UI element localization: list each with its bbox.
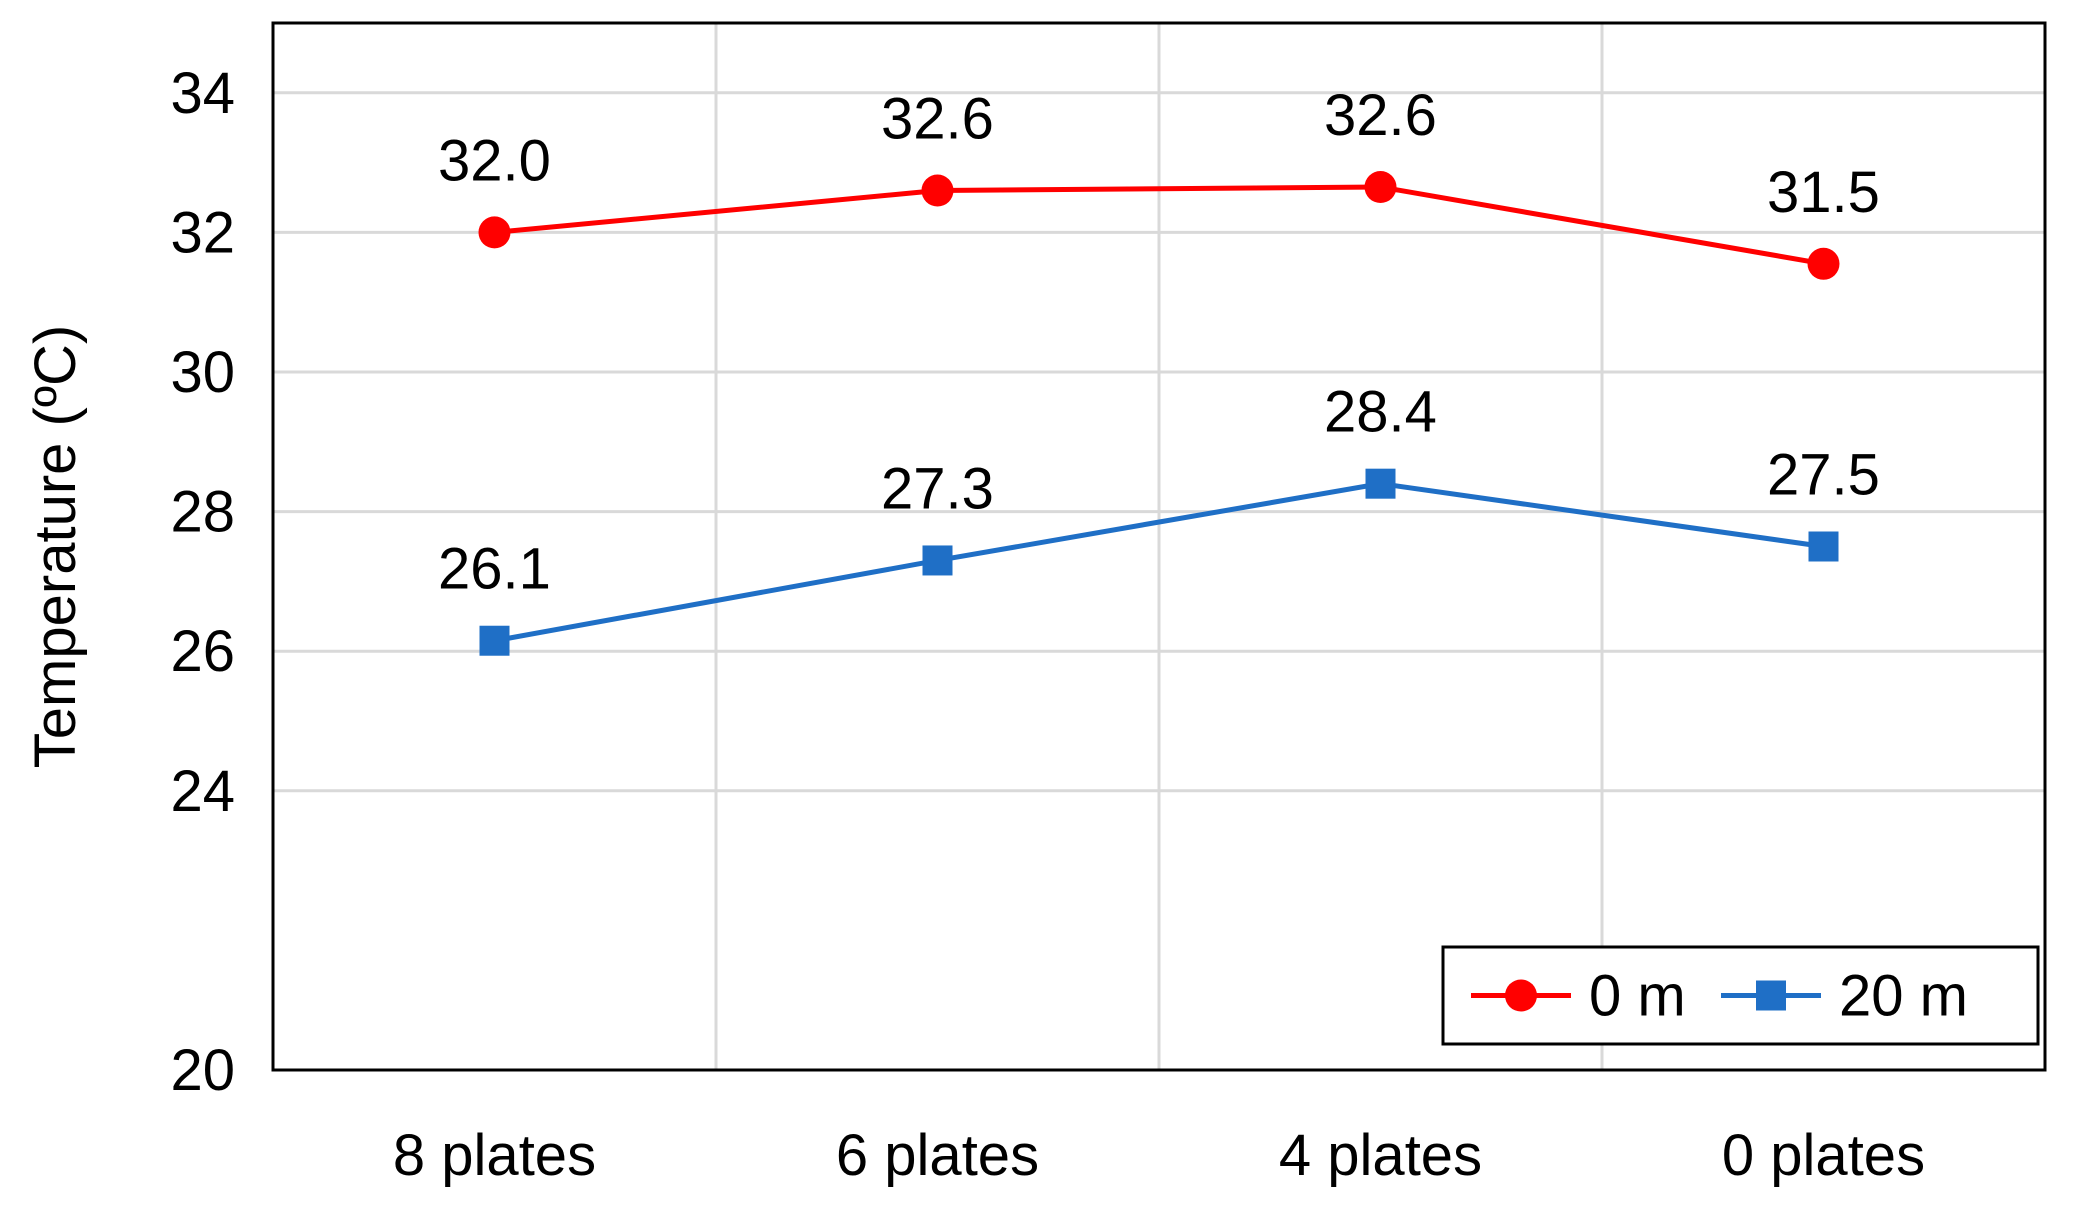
data-point bbox=[1808, 531, 1839, 562]
grid-layer bbox=[273, 23, 2045, 1070]
x-axis-ticks: 8 plates 6 plates 4 plates 0 plates bbox=[393, 1123, 1925, 1188]
data-point bbox=[921, 174, 954, 207]
x-tick-label: 4 plates bbox=[1279, 1123, 1482, 1188]
legend-entry: 0 m bbox=[1471, 964, 1686, 1029]
data-label: 27.3 bbox=[881, 456, 994, 521]
legend-label: 0 m bbox=[1589, 964, 1686, 1029]
y-tick-label: 30 bbox=[170, 340, 235, 405]
legend-entry: 20 m bbox=[1721, 964, 1968, 1029]
data-label: 27.5 bbox=[1767, 443, 1880, 508]
data-point bbox=[1807, 247, 1840, 280]
data-point bbox=[478, 216, 511, 249]
data-label: 32.6 bbox=[881, 87, 994, 152]
y-tick-label: 20 bbox=[170, 1038, 235, 1103]
x-tick-label: 0 plates bbox=[1722, 1123, 1925, 1188]
data-point bbox=[1364, 171, 1397, 204]
y-tick-label: 28 bbox=[170, 480, 235, 545]
y-tick-label: 34 bbox=[170, 61, 235, 126]
legend-marker-square bbox=[1756, 980, 1786, 1011]
data-label: 32.6 bbox=[1324, 83, 1437, 148]
data-point bbox=[479, 625, 510, 656]
series-layer: 32.0 32.6 32.6 31.5 26.1 27.3 28.4 27.5 bbox=[438, 83, 1880, 656]
x-tick-label: 8 plates bbox=[393, 1123, 596, 1188]
legend-label: 20 m bbox=[1839, 964, 1968, 1029]
y-axis-ticks: 20 24 26 28 30 32 34 bbox=[170, 61, 235, 1103]
y-tick-label: 32 bbox=[170, 200, 235, 265]
data-label: 28.4 bbox=[1324, 380, 1437, 445]
series-line bbox=[494, 481, 1824, 644]
series-0-m: 32.0 32.6 32.6 31.5 bbox=[438, 83, 1880, 280]
y-axis-title: Temperature (ºC) bbox=[23, 325, 88, 768]
data-label: 26.1 bbox=[438, 537, 551, 602]
data-point bbox=[922, 545, 953, 576]
plot-area-frame bbox=[271, 21, 2047, 1072]
data-point bbox=[1365, 468, 1396, 499]
y-tick-label: 26 bbox=[170, 619, 235, 684]
x-tick-label: 6 plates bbox=[836, 1123, 1039, 1188]
series-20-m: 26.1 27.3 28.4 27.5 bbox=[438, 380, 1880, 656]
series-line bbox=[494, 184, 1824, 267]
legend: 0 m 20 m bbox=[1441, 945, 2040, 1046]
legend-marker-circle bbox=[1505, 979, 1537, 1012]
data-label: 31.5 bbox=[1767, 160, 1880, 225]
legend-items: 0 m 20 m bbox=[1471, 964, 1968, 1029]
y-tick-label: 24 bbox=[170, 759, 235, 824]
data-label: 32.0 bbox=[438, 128, 551, 193]
